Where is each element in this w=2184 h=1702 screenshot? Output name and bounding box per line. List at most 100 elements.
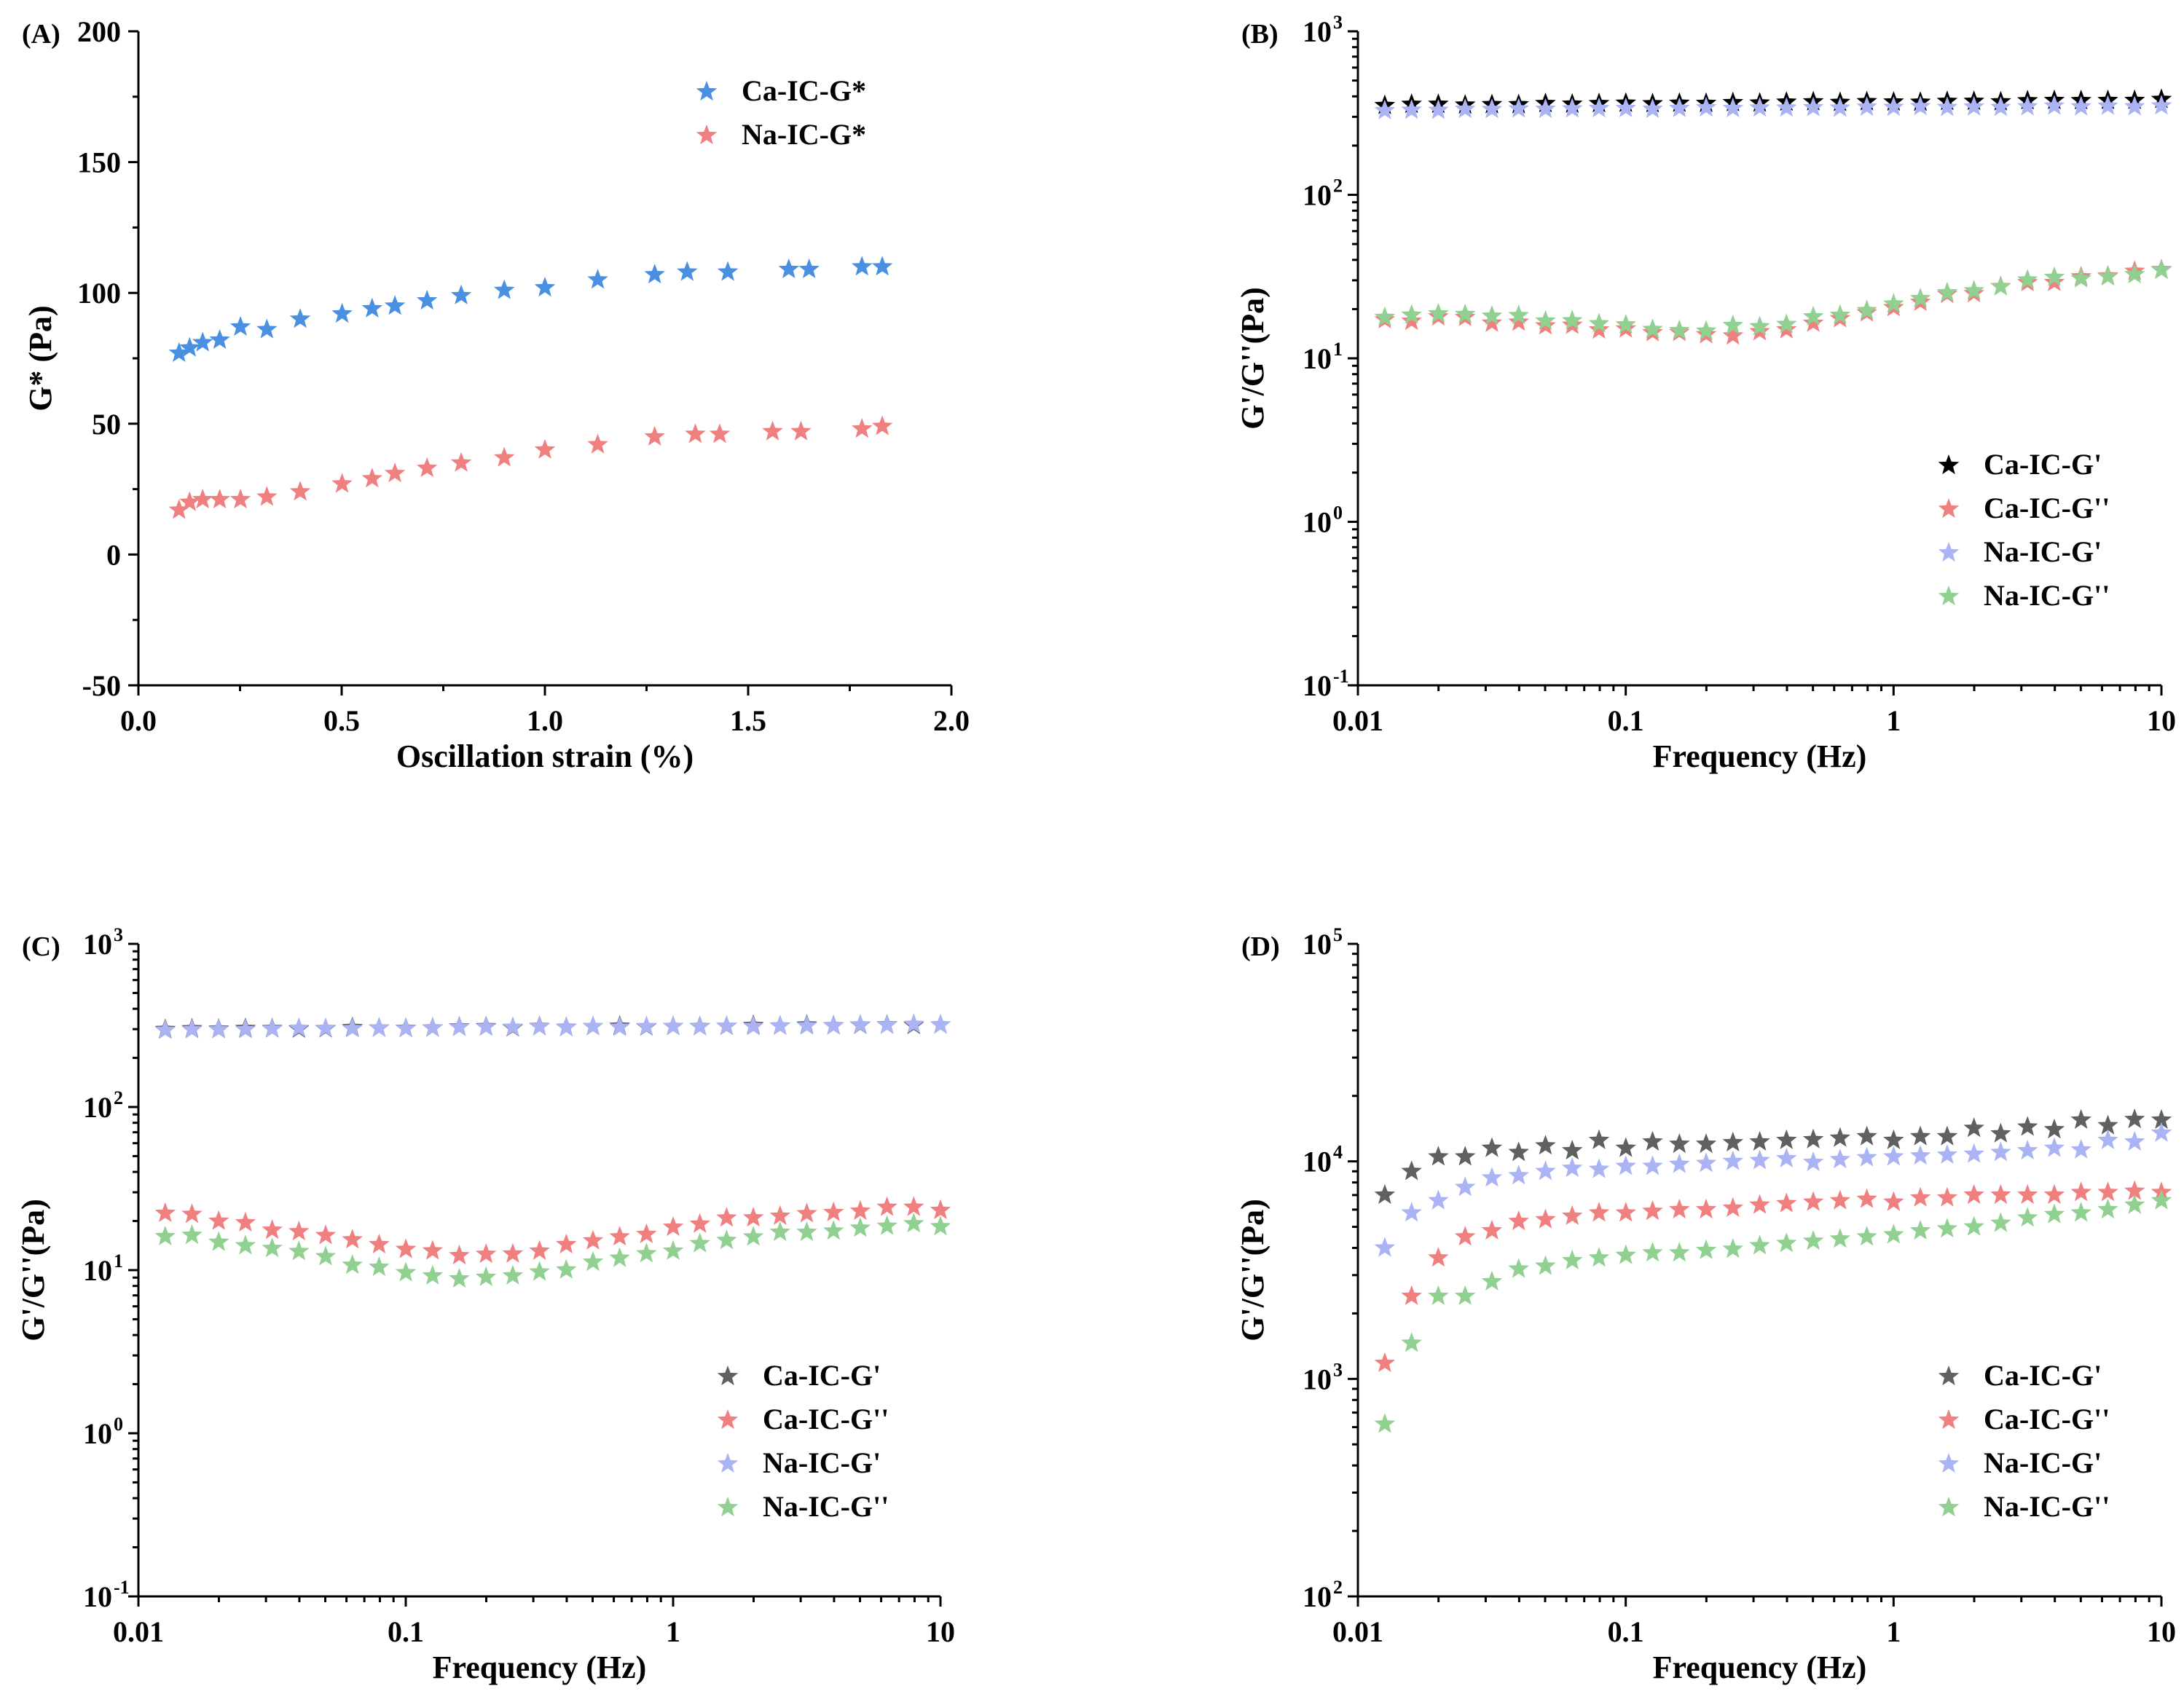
y-tick-label: 10 xyxy=(1303,928,1332,961)
data-point xyxy=(1909,287,1931,308)
data-point xyxy=(689,1232,710,1253)
y-tick-label: 10 xyxy=(1303,669,1332,702)
data-point xyxy=(871,256,893,276)
series-Na-IC-G'' xyxy=(154,1213,951,1288)
data-point xyxy=(716,1229,737,1250)
data-point xyxy=(1481,1219,1503,1240)
data-point xyxy=(796,1202,817,1223)
data-point xyxy=(644,425,665,446)
x-tick-label: 0.1 xyxy=(1608,704,1644,737)
data-point xyxy=(529,1261,550,1281)
data-point xyxy=(876,1215,897,1235)
data-point xyxy=(229,489,251,509)
data-point xyxy=(1615,1202,1636,1222)
data-point xyxy=(1722,1131,1744,1151)
x-tick-label: 0.1 xyxy=(1608,1615,1644,1648)
data-point xyxy=(342,1254,363,1274)
data-point xyxy=(1802,1191,1824,1211)
data-point xyxy=(1669,1153,1690,1173)
data-point xyxy=(192,331,213,352)
data-point xyxy=(556,1233,577,1253)
y-axis-title: G'/G''(Pa) xyxy=(1235,287,1270,430)
data-point xyxy=(1428,1247,1449,1267)
data-point xyxy=(717,261,739,281)
data-point xyxy=(529,1240,550,1260)
legend-marker xyxy=(717,1497,739,1517)
data-point xyxy=(1695,1239,1717,1259)
data-point xyxy=(235,1018,256,1039)
data-point xyxy=(1454,1176,1476,1197)
data-point xyxy=(798,258,820,278)
data-point xyxy=(1669,1198,1690,1219)
data-point xyxy=(716,1015,737,1036)
data-point xyxy=(556,1016,577,1037)
data-point xyxy=(1963,280,1984,300)
data-point xyxy=(1669,319,1690,339)
data-point xyxy=(2070,1138,2091,1159)
data-point xyxy=(529,1015,550,1036)
data-point xyxy=(192,489,213,509)
series-Na-IC-G'' xyxy=(1374,259,2172,340)
data-point xyxy=(1802,305,1824,326)
data-point xyxy=(450,284,472,304)
data-point xyxy=(823,1014,844,1035)
data-point xyxy=(1963,1143,1984,1163)
data-point xyxy=(1535,1208,1556,1229)
data-point xyxy=(1481,312,1503,332)
data-point xyxy=(852,256,873,276)
data-point xyxy=(1401,1160,1422,1181)
y-tick-exponent: -1 xyxy=(114,1577,130,1598)
data-point xyxy=(179,336,200,357)
y-tick-label: 10 xyxy=(1303,1363,1332,1395)
y-tick-label: 10 xyxy=(1303,506,1332,539)
data-point xyxy=(2016,1183,2038,1205)
data-point xyxy=(2150,1108,2172,1129)
data-point xyxy=(1909,95,1931,116)
data-point xyxy=(288,1221,310,1241)
x-tick-label: 1.0 xyxy=(527,704,563,737)
data-point xyxy=(1428,302,1449,323)
data-point xyxy=(179,491,200,511)
data-point xyxy=(1963,95,1984,116)
data-point xyxy=(342,1017,363,1038)
data-point xyxy=(1588,312,1610,333)
data-point xyxy=(1615,314,1636,334)
data-point xyxy=(1535,310,1556,330)
data-point xyxy=(1401,99,1422,119)
y-tick-label: -50 xyxy=(82,669,121,702)
data-point xyxy=(582,1015,604,1036)
data-point xyxy=(1776,313,1797,334)
data-point xyxy=(235,1234,256,1255)
x-tick-label: 1 xyxy=(1886,704,1901,737)
data-point xyxy=(2070,1108,2091,1129)
data-point xyxy=(903,1196,924,1216)
y-tick-label: 10 xyxy=(1303,15,1332,48)
data-point xyxy=(1856,299,1877,320)
data-point xyxy=(1749,1194,1770,1214)
data-point xyxy=(930,1199,951,1219)
legend-marker xyxy=(1938,1497,1960,1517)
legend-label: Ca-IC-G' xyxy=(763,1359,881,1392)
x-axis-title: Frequency (Hz) xyxy=(1653,1650,1867,1685)
data-point xyxy=(2016,95,2038,116)
y-axis-title: G'/G''(Pa) xyxy=(1235,1199,1270,1341)
x-tick-label: 0.0 xyxy=(120,704,157,737)
data-point xyxy=(1776,1192,1797,1213)
data-point xyxy=(1936,1186,1958,1207)
data-point xyxy=(1990,1122,2011,1143)
data-point xyxy=(1374,1183,1396,1205)
data-point xyxy=(1588,1202,1610,1222)
data-point xyxy=(796,1014,817,1035)
data-point xyxy=(209,328,230,349)
data-point xyxy=(876,1196,897,1216)
panel-label: (C) xyxy=(22,931,60,962)
data-point xyxy=(154,1019,176,1039)
legend-label: Ca-IC-G'' xyxy=(1984,492,2110,524)
data-point xyxy=(1936,96,1958,117)
data-point xyxy=(1481,1137,1503,1157)
data-point xyxy=(1642,1200,1663,1221)
data-point xyxy=(1856,96,1877,117)
legend-marker xyxy=(696,81,718,101)
data-point xyxy=(556,1258,577,1279)
